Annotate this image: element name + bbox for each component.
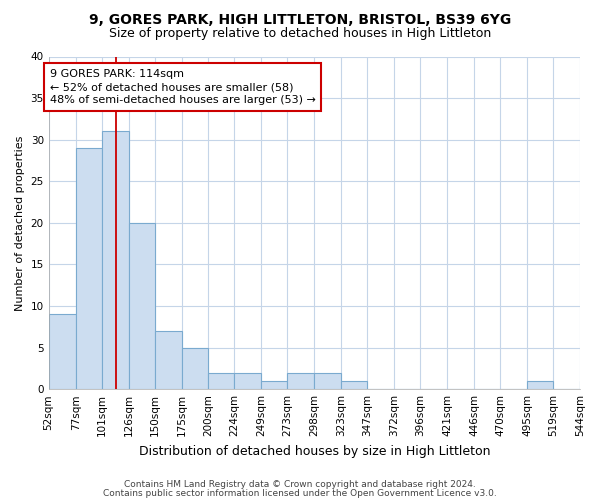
Bar: [155, 331, 182, 389]
Text: Contains public sector information licensed under the Open Government Licence v3: Contains public sector information licen…: [103, 488, 497, 498]
Bar: [314, 372, 341, 389]
Text: Size of property relative to detached houses in High Littleton: Size of property relative to detached ho…: [109, 28, 491, 40]
Text: Contains HM Land Registry data © Crown copyright and database right 2024.: Contains HM Land Registry data © Crown c…: [124, 480, 476, 489]
Bar: [208, 372, 235, 389]
Bar: [287, 372, 314, 389]
Bar: [76, 148, 101, 389]
Bar: [128, 223, 155, 389]
Bar: [182, 348, 208, 389]
Bar: [580, 381, 600, 389]
Text: 9, GORES PARK, HIGH LITTLETON, BRISTOL, BS39 6YG: 9, GORES PARK, HIGH LITTLETON, BRISTOL, …: [89, 12, 511, 26]
Text: 9 GORES PARK: 114sqm
← 52% of detached houses are smaller (58)
48% of semi-detac: 9 GORES PARK: 114sqm ← 52% of detached h…: [50, 69, 316, 106]
Bar: [262, 381, 287, 389]
Bar: [235, 372, 262, 389]
Bar: [49, 314, 76, 389]
Bar: [341, 381, 367, 389]
Bar: [101, 132, 128, 389]
Bar: [527, 381, 553, 389]
X-axis label: Distribution of detached houses by size in High Littleton: Distribution of detached houses by size …: [139, 444, 490, 458]
Y-axis label: Number of detached properties: Number of detached properties: [15, 135, 25, 310]
